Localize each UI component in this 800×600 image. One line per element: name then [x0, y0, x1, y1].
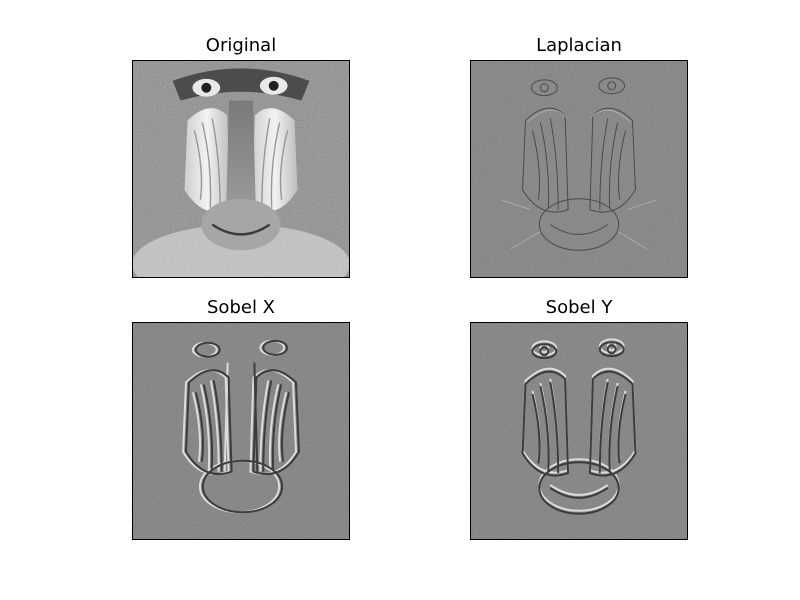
sobel-x-emboss: [182, 339, 300, 514]
panel-title-laplacian: Laplacian: [536, 35, 622, 56]
muzzle: [201, 198, 281, 251]
nose-bridge: [226, 100, 256, 210]
sobel-y-image-render: [471, 323, 687, 539]
sobel-y-image: [470, 322, 688, 540]
beard: [133, 224, 349, 277]
sobel-x-image: [132, 322, 350, 540]
mouth: [211, 223, 271, 236]
gradient-noise: [471, 323, 687, 539]
panel-title-sobel-y: Sobel Y: [545, 297, 613, 318]
original-image-render: [133, 61, 349, 277]
original-image: [132, 60, 350, 278]
gradient-noise: [133, 323, 349, 539]
laplacian-edges: [522, 77, 636, 251]
cheek-ridges: [193, 118, 289, 210]
panel-title-sobel-x: Sobel X: [207, 297, 275, 318]
edge-noise: [471, 61, 687, 277]
right-cheek: [251, 108, 298, 213]
panel-title-original: Original: [205, 35, 277, 56]
laplacian-image-render: [471, 61, 687, 277]
sobel-y-emboss: [521, 338, 637, 515]
laplacian-image: [470, 60, 688, 278]
sobel-x-image-render: [133, 323, 349, 539]
left-cheek: [184, 108, 231, 213]
